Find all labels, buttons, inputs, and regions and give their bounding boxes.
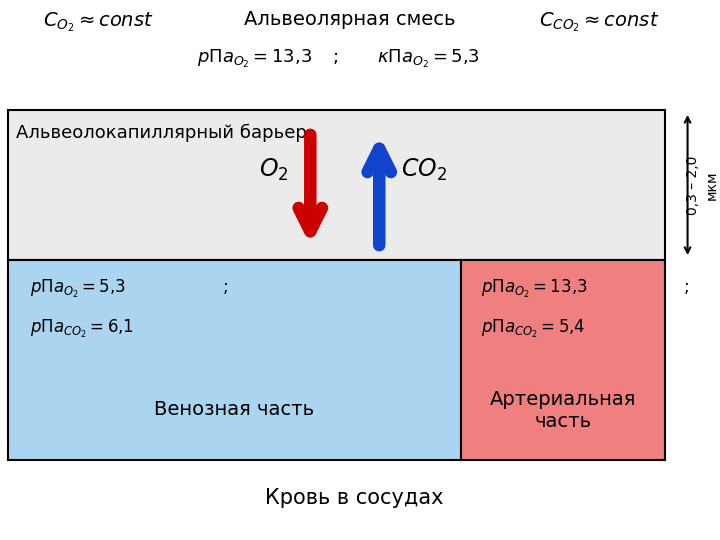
- Text: $p\Pi a_{CO_2} = 5{,}4$: $p\Pi a_{CO_2} = 5{,}4$: [481, 318, 585, 340]
- Text: $p\Pi a_{O_2} = 13{,}3$: $p\Pi a_{O_2} = 13{,}3$: [481, 278, 588, 300]
- Bar: [8, 260, 461, 460]
- Text: $;$: $;$: [332, 48, 338, 66]
- Text: $;$: $;$: [222, 278, 228, 296]
- Text: Венозная часть: Венозная часть: [154, 400, 315, 419]
- Text: $O_2$: $O_2$: [259, 157, 289, 183]
- Text: $C_{O_2} \approx const$: $C_{O_2} \approx const$: [43, 10, 154, 33]
- Text: 0,3 – 2,0
мкм: 0,3 – 2,0 мкм: [686, 156, 719, 215]
- Text: $p\Pi a_{CO_2} = 6{,}1$: $p\Pi a_{CO_2} = 6{,}1$: [30, 318, 133, 340]
- Text: $p\Pi a_{O_2} = 5{,}3$: $p\Pi a_{O_2} = 5{,}3$: [30, 278, 125, 300]
- Text: Артериальная
часть: Артериальная часть: [490, 390, 636, 431]
- Text: Альвеолярная смесь: Альвеолярная смесь: [244, 10, 456, 29]
- Bar: [461, 260, 665, 460]
- Text: $\kappa\Pi a_{O_2} = 5{,}3$: $\kappa\Pi a_{O_2} = 5{,}3$: [377, 48, 480, 70]
- Text: $CO_2$: $CO_2$: [401, 157, 447, 183]
- Text: $p\Pi a_{O_2} = 13{,}3$: $p\Pi a_{O_2} = 13{,}3$: [197, 48, 312, 70]
- Text: Альвеолокапиллярный барьер: Альвеолокапиллярный барьер: [16, 124, 307, 142]
- Bar: [8, 110, 665, 260]
- Text: $;$: $;$: [683, 278, 688, 296]
- Text: $C_{CO_2} \approx const$: $C_{CO_2} \approx const$: [539, 10, 659, 33]
- Text: Кровь в сосудах: Кровь в сосудах: [266, 488, 444, 508]
